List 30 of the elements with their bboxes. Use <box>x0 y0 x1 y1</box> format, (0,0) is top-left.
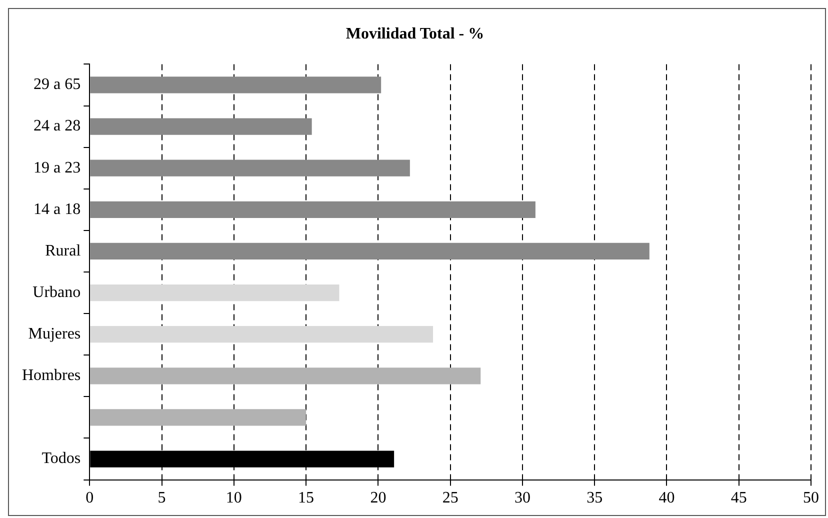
bar <box>90 160 410 176</box>
bar <box>90 284 340 302</box>
x-tick-label: 40 <box>658 490 675 507</box>
x-tick-label: 45 <box>730 490 747 507</box>
bar <box>90 242 650 260</box>
y-tick-label: Mujeres <box>28 326 81 343</box>
y-tick-label: 14 a 18 <box>34 200 81 218</box>
y-tick-label: Hombres <box>22 367 81 384</box>
x-tick-label: 30 <box>514 490 530 507</box>
y-tick-label: 19 a 23 <box>34 159 81 176</box>
x-tick-label: 35 <box>586 490 603 507</box>
x-tick-label: 0 <box>86 490 94 507</box>
bar <box>90 368 481 384</box>
bar <box>90 118 312 135</box>
y-tick-label: 29 a 65 <box>34 76 81 94</box>
bar <box>90 326 434 343</box>
bar <box>90 201 536 218</box>
x-tick-label: 15 <box>298 490 314 507</box>
x-tick-label: 10 <box>226 490 242 507</box>
y-tick-label: Rural <box>45 242 82 260</box>
x-tick-label: 50 <box>803 490 819 507</box>
y-tick-label: 24 a 28 <box>34 118 81 135</box>
x-tick-label: 20 <box>370 490 386 507</box>
y-tick-label: Todos <box>42 450 81 468</box>
x-tick-label: 5 <box>158 490 166 507</box>
y-tick-label: Urbano <box>32 284 81 301</box>
x-tick-label: 25 <box>442 490 458 507</box>
bar <box>90 76 382 94</box>
bar <box>90 409 306 426</box>
chart-title: Movilidad Total - % <box>346 26 484 43</box>
